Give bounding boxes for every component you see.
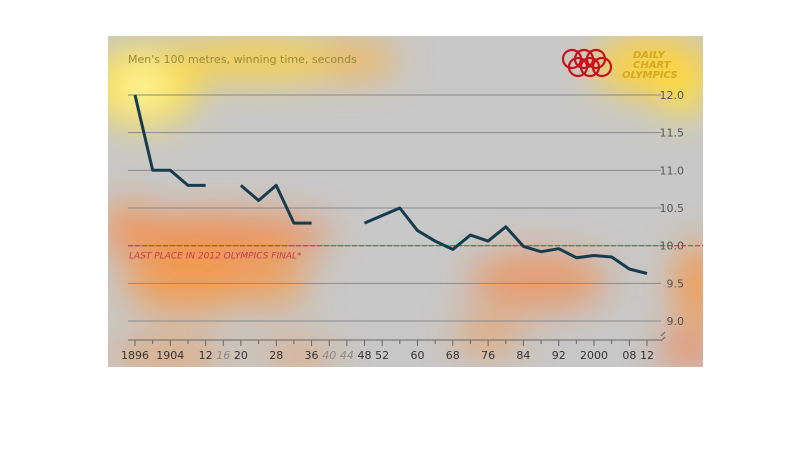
axis-break-icon [660, 331, 666, 342]
x-tick-label: 48 [358, 349, 372, 362]
series-line-segment [363, 206, 648, 275]
y-axis: 9.0 9.5 10.0 10.5 11.0 11.5 12.0 [660, 89, 685, 328]
chart-container: LAST PLACE IN 2012 OLYMPICS FINAL* 1896 1… [88, 36, 723, 372]
badge-line-2: CHART [633, 60, 672, 71]
x-tick-label: 12 [199, 349, 213, 362]
y-tick-label: 12.0 [660, 89, 685, 102]
x-tick-label: 92 [552, 349, 566, 362]
x-tick-label: 08 [622, 349, 636, 362]
x-tick-label: 40 [322, 349, 336, 362]
badge-line-3: OLYMPICS [622, 70, 678, 81]
y-tick-label: 11.5 [660, 127, 685, 140]
olympic-rings-icon [561, 48, 613, 78]
y-tick-label: 11.0 [660, 164, 685, 177]
x-tick-label: 60 [410, 349, 424, 362]
y-tick-label: 10.0 [660, 240, 685, 253]
x-tick-label: 68 [446, 349, 460, 362]
chart-title: Men's 100 metres, winning time, seconds [128, 53, 357, 66]
x-tick-label: 1896 [121, 349, 149, 362]
series-group [133, 94, 648, 275]
series-line-segment [239, 183, 312, 225]
y-tick-label: 9.5 [667, 277, 685, 290]
y-tick-label: 9.0 [667, 315, 685, 328]
attention-glow-overlay [88, 36, 723, 372]
badge-line-1: DAILY [633, 50, 667, 61]
x-tick-label: 1904 [156, 349, 184, 362]
x-tick-label: 52 [375, 349, 389, 362]
x-tick-label: 12 [640, 349, 654, 362]
x-tick-label: 84 [516, 349, 530, 362]
x-tick-label: 2000 [580, 349, 608, 362]
x-tick-label: 20 [234, 349, 248, 362]
line-chart: LAST PLACE IN 2012 OLYMPICS FINAL* 1896 1… [88, 36, 723, 372]
x-tick-label: 76 [481, 349, 495, 362]
reference-line-label: LAST PLACE IN 2012 OLYMPICS FINAL* [129, 252, 302, 262]
y-tick-label: 10.5 [660, 202, 685, 215]
x-tick-label: 16 [216, 349, 230, 362]
x-tick-label: 28 [269, 349, 283, 362]
x-tick-label: 36 [305, 349, 319, 362]
reference-line-group: LAST PLACE IN 2012 OLYMPICS FINAL* [128, 245, 703, 262]
series-line-segment [133, 94, 206, 187]
chart-background [108, 36, 703, 367]
x-axis: 1896 1904 12 16 20 28 36 40 44 48 52 60 68 76 84 92 2000… [121, 331, 666, 362]
x-tick-label: 44 [340, 349, 354, 362]
daily-chart-olympics-badge: DAILY CHART OLYMPICS [561, 48, 678, 81]
